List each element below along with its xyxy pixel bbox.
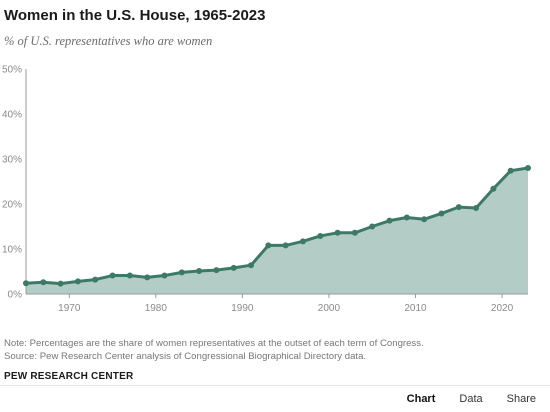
data-point bbox=[92, 276, 99, 283]
data-point bbox=[161, 272, 168, 279]
data-point bbox=[317, 232, 324, 239]
y-tick-label: 40% bbox=[2, 110, 22, 121]
view-tabs: Chart Data Share bbox=[407, 393, 536, 405]
data-point bbox=[473, 205, 480, 212]
data-point bbox=[421, 216, 428, 223]
footer-divider bbox=[0, 385, 550, 386]
data-point bbox=[40, 279, 47, 286]
area-chart: 0% 10% 20% 30% 40% 50% 1970 1980 1990 2000 2010 202… bbox=[2, 65, 531, 314]
data-point bbox=[507, 167, 514, 174]
x-tick-label: 2010 bbox=[404, 303, 427, 314]
data-point bbox=[282, 242, 289, 249]
chart-note: Note: Percentages are the share of women… bbox=[4, 338, 424, 349]
y-tick-label: 10% bbox=[2, 245, 22, 256]
chart-subtitle: % of U.S. representatives who are women bbox=[4, 34, 213, 48]
data-point bbox=[230, 264, 237, 271]
data-point bbox=[196, 268, 203, 275]
x-tick-label: 2000 bbox=[318, 303, 341, 314]
data-point bbox=[23, 280, 29, 287]
data-point bbox=[109, 272, 116, 279]
x-tick-label: 2020 bbox=[491, 303, 514, 314]
y-tick-label: 50% bbox=[2, 65, 22, 76]
data-point bbox=[438, 210, 445, 217]
tab-share[interactable]: Share bbox=[506, 393, 536, 405]
data-point bbox=[213, 267, 220, 274]
tab-data[interactable]: Data bbox=[459, 393, 483, 405]
data-point bbox=[386, 217, 393, 224]
x-tick-label: 1970 bbox=[58, 303, 81, 314]
chart-title: Women in the U.S. House, 1965-2023 bbox=[4, 7, 266, 24]
x-tick-label: 1990 bbox=[231, 303, 254, 314]
data-point bbox=[351, 229, 358, 236]
organization-name: PEW RESEARCH CENTER bbox=[4, 371, 134, 382]
y-tick-label: 30% bbox=[2, 155, 22, 166]
x-tick-label: 1980 bbox=[145, 303, 168, 314]
data-point bbox=[334, 229, 341, 236]
area-fill bbox=[26, 168, 528, 294]
data-point bbox=[178, 269, 185, 276]
data-point bbox=[126, 272, 133, 279]
data-point bbox=[490, 185, 497, 192]
data-point bbox=[144, 274, 151, 281]
data-point bbox=[299, 238, 306, 245]
data-point bbox=[248, 262, 255, 269]
chart-source: Source: Pew Research Center analysis of … bbox=[4, 351, 367, 362]
y-tick-label: 0% bbox=[8, 290, 23, 301]
data-point bbox=[57, 280, 64, 287]
y-tick-label: 20% bbox=[2, 200, 22, 211]
data-point bbox=[455, 204, 462, 211]
data-point bbox=[403, 214, 410, 221]
data-point bbox=[74, 278, 81, 285]
data-point bbox=[265, 242, 272, 249]
data-point bbox=[525, 165, 531, 171]
data-point bbox=[369, 223, 376, 230]
tab-chart[interactable]: Chart bbox=[406, 393, 436, 405]
